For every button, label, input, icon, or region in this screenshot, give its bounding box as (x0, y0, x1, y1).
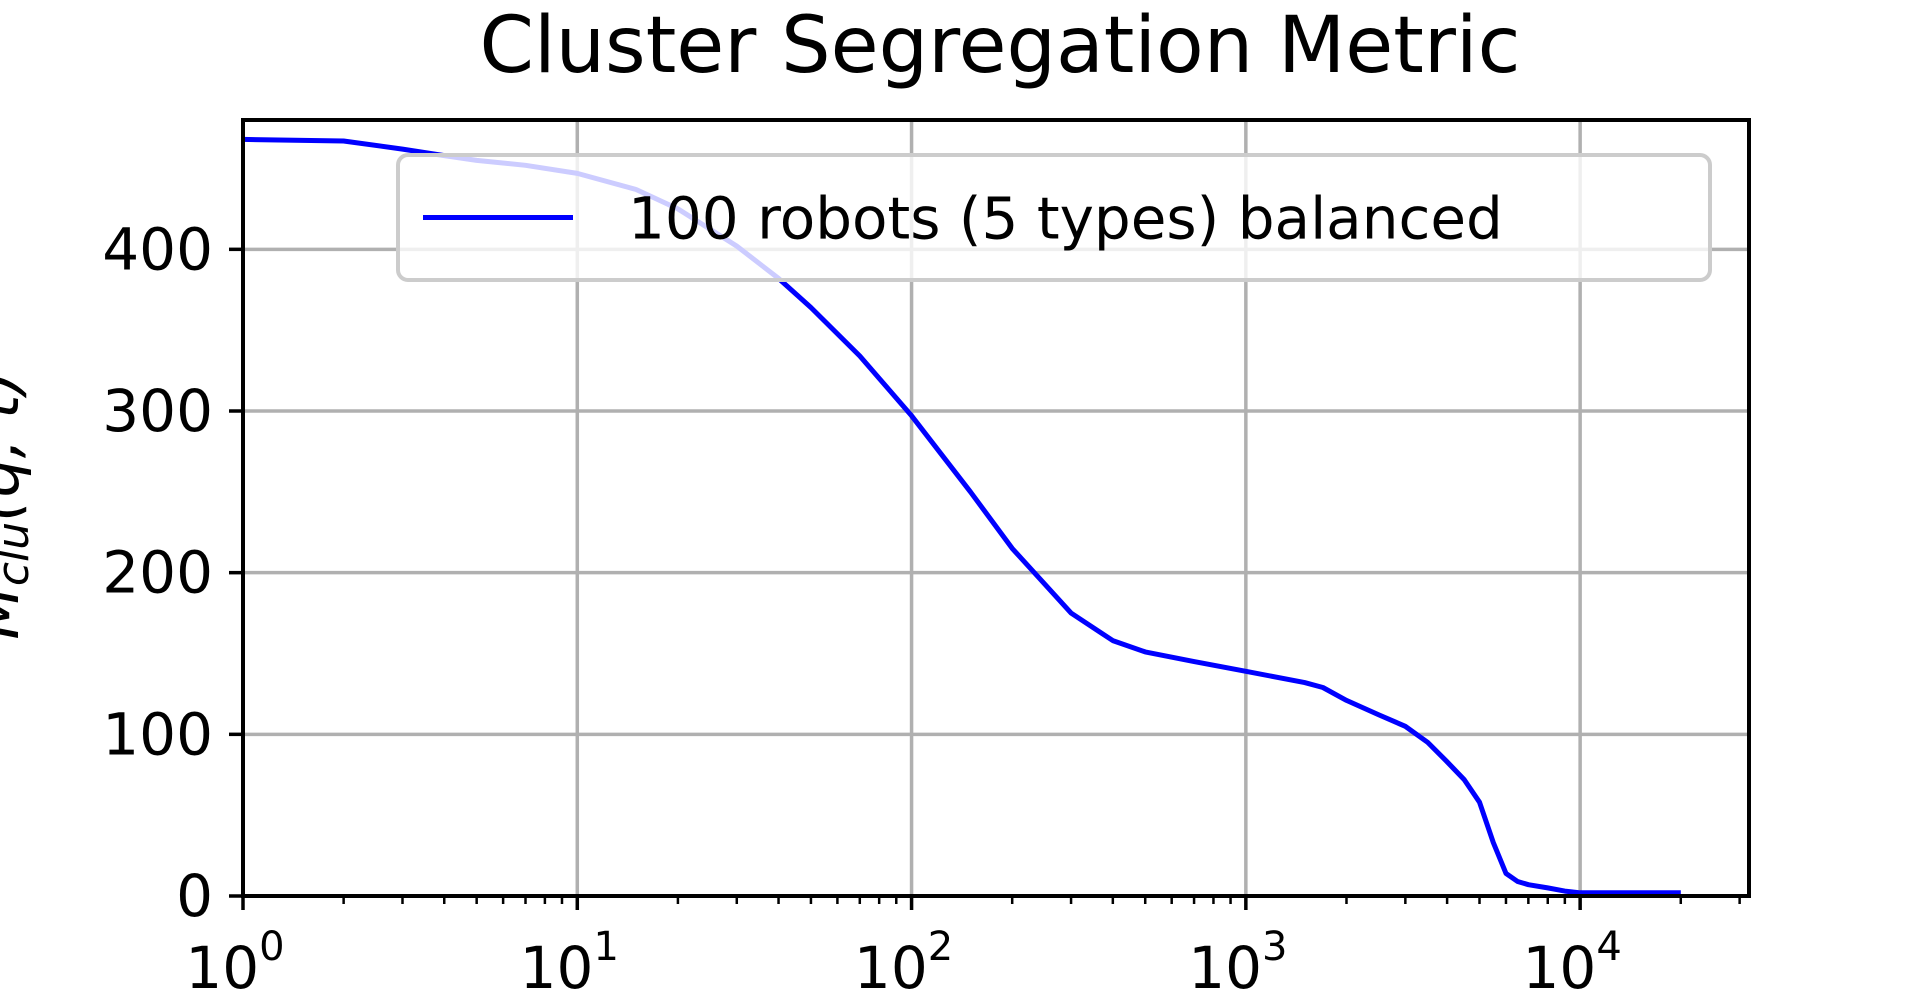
y-tick-label: 100 (102, 700, 213, 768)
y-axis-label: Mclu(q, t) (0, 370, 39, 639)
x-tick-label-base: 10 (854, 934, 928, 995)
x-tick-label-exponent: 4 (1596, 924, 1621, 970)
x-tick-label: 100 (185, 924, 284, 995)
x-tick-label-exponent: 0 (259, 924, 284, 970)
y-axis-label-main: M (0, 586, 33, 640)
legend-box (396, 153, 1712, 282)
legend: 100 robots (5 types) balanced (396, 153, 1712, 282)
y-tick-label: 300 (102, 377, 213, 445)
legend-label: 100 robots (5 types) balanced (628, 185, 1503, 253)
x-tick-label: 103 (1188, 924, 1287, 995)
x-tick-label-exponent: 3 (1262, 924, 1287, 970)
x-tick-label-base: 10 (1188, 934, 1262, 995)
x-tick-label-exponent: 1 (593, 924, 618, 970)
y-tick-label: 200 (102, 539, 213, 607)
x-tick-label: 104 (1523, 924, 1622, 995)
y-axis-label-subscript: clu (0, 522, 39, 586)
y-axis-label-args: (q, t) (0, 370, 33, 521)
x-tick-label-exponent: 2 (928, 924, 953, 970)
y-tick-label: 400 (102, 215, 213, 283)
plot-frame (241, 118, 1751, 898)
y-tick-label: 0 (176, 862, 213, 930)
x-tick-label-base: 10 (520, 934, 594, 995)
x-tick-label: 101 (520, 924, 619, 995)
x-tick-label-base: 10 (1523, 934, 1597, 995)
x-tick-label-base: 10 (185, 934, 259, 995)
x-tick-label: 102 (854, 924, 953, 995)
chart-title: Cluster Segregation Metric (479, 1, 1520, 91)
